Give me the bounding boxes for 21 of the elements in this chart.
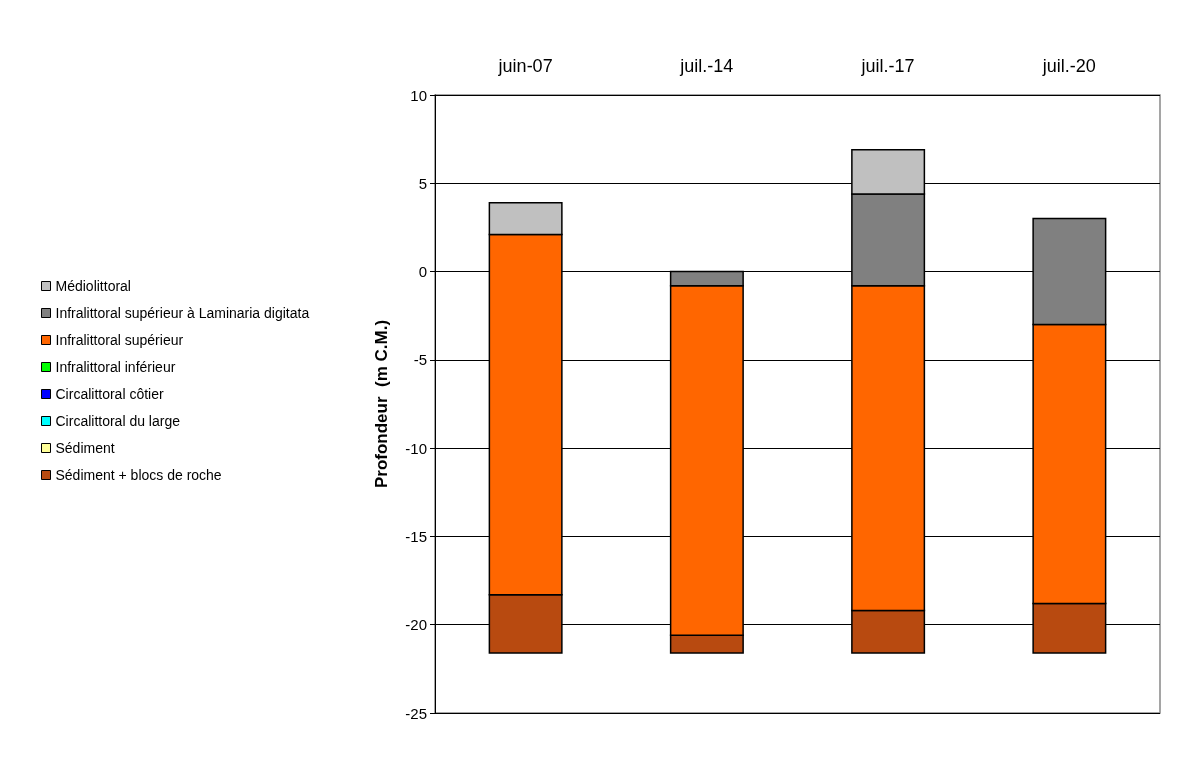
y-tick-label: 10 [410, 86, 427, 104]
x-tick-label: juil.-17 [860, 56, 915, 76]
y-tick-label: -5 [413, 351, 427, 369]
legend-label: Infralittoral supérieur [55, 332, 184, 348]
y-axis-title: Profondeur (m C.M.) [372, 319, 391, 489]
y-tick-label: 0 [418, 263, 427, 281]
y-tick-label: -20 [405, 616, 427, 634]
x-tick-label: juil.-14 [679, 56, 734, 76]
y-tick-label: -10 [405, 439, 427, 457]
x-tick-label: juin-07 [497, 56, 553, 76]
legend-label: Sédiment + blocs de roche [55, 467, 222, 483]
legend-label: Sédiment [55, 440, 115, 456]
legend-label: Circalittoral côtier [55, 386, 164, 402]
y-tick-label: -25 [405, 704, 427, 722]
x-tick-label: juil.-20 [1041, 56, 1096, 76]
legend-label: Médiolittoral [55, 278, 131, 294]
y-tick-label: -15 [405, 527, 427, 545]
legend-label: Infralittoral inférieur [55, 359, 176, 375]
legend-label: Infralittoral supérieur à Laminaria digitata [55, 305, 310, 321]
legend-label: Circalittoral du large [55, 413, 181, 429]
y-tick-label: 5 [418, 174, 427, 192]
